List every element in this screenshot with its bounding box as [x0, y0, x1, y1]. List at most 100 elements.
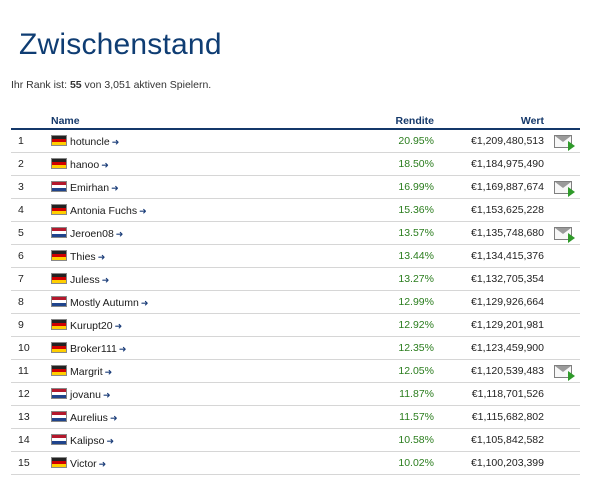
message-cell — [546, 198, 580, 222]
arrow-right-icon[interactable]: ➜ — [102, 389, 111, 400]
wert-cell: €1,105,842,582 — [434, 428, 546, 452]
wert-cell: €1,115,682,802 — [434, 405, 546, 429]
player-cell: Juless ➜ — [51, 267, 354, 291]
rank-cell: 9 — [11, 313, 51, 337]
message-cell — [546, 336, 580, 360]
message-cell — [546, 244, 580, 268]
header-wert[interactable]: Wert — [434, 113, 546, 130]
player-cell: Antonia Fuchs ➜ — [51, 198, 354, 222]
wert-cell: €1,153,625,228 — [434, 198, 546, 222]
table-row: 11 Margrit ➜ 12.05% €1,120,539,483 — [11, 359, 580, 383]
message-cell — [546, 290, 580, 314]
rank-cell: 10 — [11, 336, 51, 360]
rendite-cell: 12.35% — [354, 336, 434, 360]
table-row: 3 Emirhan ➜ 16.99% €1,169,887,674 — [11, 175, 580, 199]
table-row: 10 Broker111 ➜ 12.35% €1,123,459,900 — [11, 336, 580, 360]
wert-cell: €1,169,887,674 — [434, 175, 546, 199]
rank-value: 55 — [69, 79, 82, 91]
message-cell — [546, 405, 580, 429]
arrow-right-icon[interactable]: ➜ — [109, 412, 118, 423]
flag-icon — [51, 203, 67, 215]
wert-cell: €1,129,201,981 — [434, 313, 546, 337]
arrow-right-icon[interactable]: ➜ — [115, 228, 124, 239]
message-cell — [546, 267, 580, 291]
flag-icon — [51, 134, 67, 146]
header-rendite[interactable]: Rendite — [354, 113, 434, 130]
player-link[interactable]: Margrit — [70, 365, 103, 378]
arrow-right-icon[interactable]: ➜ — [114, 320, 123, 331]
player-cell: Kalipso ➜ — [51, 428, 354, 452]
player-link[interactable]: Mostly Autumn — [70, 296, 139, 309]
wert-cell: €1,134,415,376 — [434, 244, 546, 268]
player-cell: Thies ➜ — [51, 244, 354, 268]
rank-cell: 15 — [11, 451, 51, 475]
rendite-cell: 13.57% — [354, 221, 434, 245]
rendite-cell: 11.57% — [354, 405, 434, 429]
player-link[interactable]: jovanu — [70, 388, 101, 401]
arrow-right-icon[interactable]: ➜ — [106, 435, 114, 446]
player-link[interactable]: Kalipso — [70, 434, 105, 447]
flag-icon — [51, 272, 67, 284]
player-link[interactable]: Thies — [70, 250, 96, 263]
arrow-right-icon[interactable]: ➜ — [98, 458, 107, 469]
table-row: 4 Antonia Fuchs ➜ 15.36% €1,153,625,228 — [11, 198, 580, 222]
rendite-cell: 12.99% — [354, 290, 434, 314]
arrow-right-icon[interactable]: ➜ — [111, 136, 120, 147]
message-envelope-icon[interactable] — [554, 180, 575, 197]
header-name[interactable]: Name — [51, 113, 354, 130]
arrow-right-icon[interactable]: ➜ — [101, 159, 109, 170]
message-cell — [546, 428, 580, 452]
player-link[interactable]: Jeroen08 — [70, 227, 114, 240]
player-link[interactable]: hotuncle — [70, 135, 110, 148]
player-link[interactable]: hanoo — [70, 158, 100, 171]
wert-cell: €1,118,701,526 — [434, 382, 546, 406]
header-rank — [11, 113, 51, 130]
rank-prefix: Ihr Rank ist: — [11, 79, 70, 91]
player-link[interactable]: Juless — [70, 273, 100, 286]
rendite-cell: 13.27% — [354, 267, 434, 291]
player-cell: hotuncle ➜ — [51, 129, 354, 153]
arrow-right-icon[interactable]: ➜ — [118, 343, 127, 354]
flag-icon — [51, 226, 67, 238]
rendite-cell: 16.99% — [354, 175, 434, 199]
rank-cell: 13 — [11, 405, 51, 429]
message-cell — [546, 451, 580, 475]
rendite-cell: 12.05% — [354, 359, 434, 383]
arrow-right-icon[interactable]: ➜ — [104, 366, 113, 377]
flag-icon — [51, 295, 67, 307]
rank-cell: 7 — [11, 267, 51, 291]
message-envelope-icon[interactable] — [554, 364, 575, 381]
standings-table: Name Rendite Wert 1 hotuncle ➜ 20.95% €1,… — [11, 113, 580, 475]
wert-cell: €1,209,480,513 — [434, 129, 546, 153]
player-link[interactable]: Antonia Fuchs — [70, 204, 138, 217]
table-row: 2 hanoo ➜ 18.50% €1,184,975,490 — [11, 152, 580, 176]
rank-cell: 3 — [11, 175, 51, 199]
rank-cell: 14 — [11, 428, 51, 452]
message-envelope-icon[interactable] — [554, 226, 575, 243]
wert-cell: €1,129,926,664 — [434, 290, 546, 314]
player-link[interactable]: Kurupt20 — [70, 319, 113, 332]
message-envelope-icon[interactable] — [554, 134, 575, 151]
player-cell: jovanu ➜ — [51, 382, 354, 406]
wert-cell: €1,184,975,490 — [434, 152, 546, 176]
message-cell — [546, 313, 580, 337]
arrow-right-icon[interactable]: ➜ — [140, 297, 149, 308]
message-cell — [546, 359, 580, 383]
rendite-cell: 12.92% — [354, 313, 434, 337]
player-link[interactable]: Victor — [70, 457, 97, 470]
player-link[interactable]: Aurelius — [70, 411, 108, 424]
arrow-right-icon[interactable]: ➜ — [139, 205, 147, 216]
player-link[interactable]: Broker111 — [70, 342, 117, 355]
player-link[interactable]: Emirhan — [70, 181, 110, 194]
flag-icon — [51, 410, 67, 422]
arrow-right-icon[interactable]: ➜ — [111, 182, 119, 193]
table-header-row: Name Rendite Wert — [11, 113, 580, 130]
message-cell — [546, 152, 580, 176]
flag-icon — [51, 364, 67, 376]
rank-cell: 4 — [11, 198, 51, 222]
table-row: 1 hotuncle ➜ 20.95% €1,209,480,513 — [11, 129, 580, 153]
flag-icon — [51, 180, 67, 192]
arrow-right-icon[interactable]: ➜ — [97, 251, 106, 262]
arrow-right-icon[interactable]: ➜ — [101, 274, 110, 285]
header-message — [546, 113, 580, 130]
